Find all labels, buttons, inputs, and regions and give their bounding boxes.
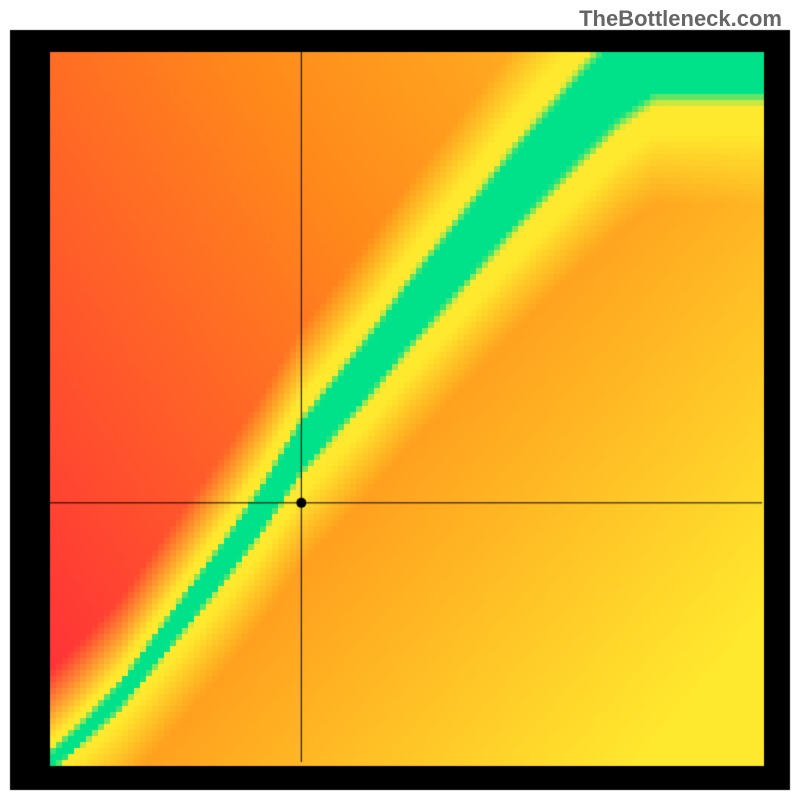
- heatmap-canvas: [0, 0, 800, 800]
- watermark-text: TheBottleneck.com: [579, 6, 782, 32]
- bottleneck-heatmap-chart: TheBottleneck.com: [0, 0, 800, 800]
